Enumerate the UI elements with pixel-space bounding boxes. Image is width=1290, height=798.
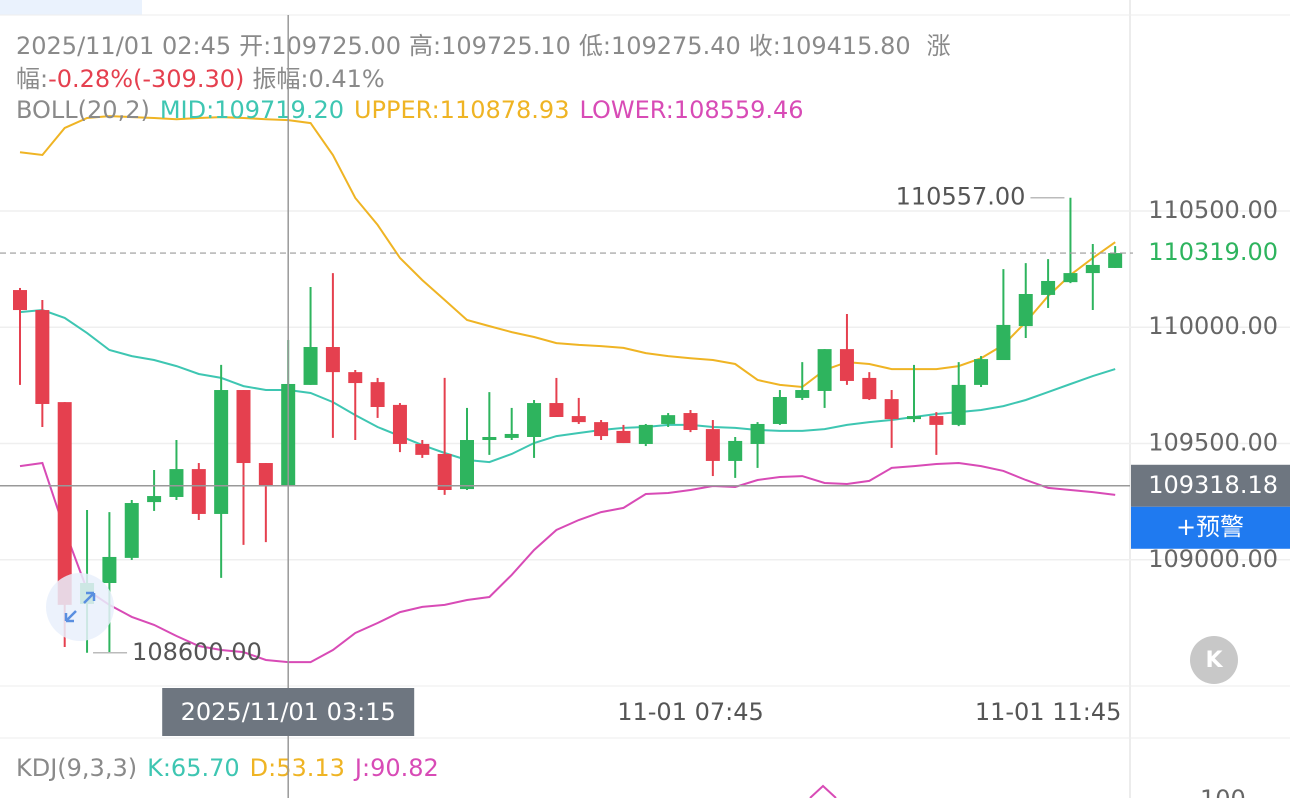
indicator-legend: BOLL(20,2) MID:109719.20 UPPER:110878.93 LO…: [16, 96, 804, 124]
candle-body: [258, 463, 273, 487]
candle-body: [884, 399, 899, 420]
crosshair-y-label: 109318.18: [1148, 471, 1278, 499]
candle-body: [147, 496, 162, 503]
x-tick-label: 11-01 11:45: [975, 698, 1122, 726]
crosshair-y-box: [1131, 464, 1290, 507]
info-time: 2025/11/01 02:45: [16, 32, 231, 60]
kdj-label: KDJ(9,3,3): [16, 754, 137, 782]
y-tick-label: 110500.00: [1148, 196, 1278, 224]
candle-body: [594, 422, 609, 437]
candle-body: [214, 390, 229, 514]
candle-body: [191, 469, 206, 514]
candle-body: [638, 424, 653, 444]
crosshair-x-box: [162, 688, 415, 736]
info-line: 2025/11/01 02:45 开:109725.00 高:109725.10 低:…: [16, 32, 951, 60]
candle-body: [236, 390, 251, 464]
candle-body: [169, 469, 184, 497]
candle-body: [370, 382, 385, 407]
y-tick-label: 110000.00: [1148, 312, 1278, 340]
candle-body: [437, 453, 452, 491]
candle-body: [728, 440, 743, 461]
candle-body: [504, 433, 519, 438]
candle-body: [772, 397, 787, 424]
candle-body: [929, 416, 944, 425]
collapse-button[interactable]: [1190, 636, 1238, 684]
candle-body: [839, 349, 854, 381]
candle-body: [325, 347, 340, 373]
candle-body: [1085, 264, 1100, 274]
plot-area: [0, 115, 1290, 664]
last-price-label: 110319.00: [1148, 238, 1278, 266]
candle-body: [862, 377, 877, 400]
candle-body: [482, 436, 497, 441]
indicator-lines: [19, 115, 1116, 664]
collapse-icon: K: [1205, 648, 1223, 673]
candle-body: [750, 423, 765, 444]
tab: [0, 0, 142, 15]
candle-body: [795, 390, 810, 398]
info-change-label: 幅:: [16, 65, 48, 93]
boll-line: [19, 115, 1116, 389]
legend-entry: LOWER:108559.46: [579, 96, 803, 124]
candle-body: [415, 443, 430, 455]
info-open: 开:109725.00: [239, 32, 401, 60]
candle-body: [1018, 294, 1033, 327]
candle-body: [1041, 280, 1056, 295]
min-mark-label: 108600.00: [132, 638, 262, 666]
alert-button[interactable]: [1131, 506, 1290, 549]
candle-body: [303, 347, 318, 385]
candle-body: [683, 413, 698, 431]
info-close: 收:109415.80: [749, 32, 911, 60]
candle-body: [460, 440, 474, 490]
candle-body: [392, 404, 407, 444]
legend-entry: MID:109719.20: [160, 96, 344, 124]
candle-body: [13, 290, 27, 311]
kdj-line: [809, 784, 837, 798]
boll-line: [19, 308, 1116, 464]
alert-button-label: +预警: [1176, 513, 1244, 541]
kdj-tick-label: 100: [1200, 785, 1246, 798]
candle-body: [705, 429, 720, 461]
candle-body: [616, 430, 631, 444]
candle-body: [35, 310, 50, 404]
candle-body: [571, 416, 586, 423]
candle-body: [57, 402, 72, 605]
kdj-k: K:65.70: [147, 754, 240, 782]
kdj-legend: KDJ(9,3,3) K:65.70 D:53.13 J:90.82: [16, 754, 439, 782]
candle-body: [348, 372, 363, 384]
indicator-label: BOLL(20,2): [16, 96, 150, 124]
candle-body: [527, 403, 542, 437]
expand-button[interactable]: [46, 573, 114, 641]
legend-entry: UPPER:110878.93: [354, 96, 569, 124]
candle-body: [974, 359, 989, 385]
candle-body: [661, 415, 676, 424]
crosshair-x-label: 2025/11/01 03:15: [181, 698, 396, 726]
candle-body: [951, 384, 966, 425]
boll-line: [19, 461, 1116, 664]
info-high: 高:109725.10: [409, 32, 571, 60]
candle-body: [124, 503, 139, 558]
x-tick-label: 11-01 07:45: [617, 698, 764, 726]
candle-body: [817, 349, 832, 391]
candle-body: [907, 416, 921, 420]
info-amplitude: 振幅:0.41%: [252, 65, 384, 93]
candle-body: [102, 556, 117, 584]
kdj-j: J:90.82: [353, 754, 439, 782]
info-change: -0.28%(-309.30): [48, 65, 244, 93]
info-change-label: 涨: [927, 32, 951, 60]
y-tick-label: 109000.00: [1148, 545, 1278, 573]
y-tick-label: 109500.00: [1148, 429, 1278, 457]
expand-icon: [64, 591, 96, 623]
max-mark-label: 110557.00: [896, 183, 1026, 211]
candle-body: [549, 403, 564, 417]
candle-body: [1063, 273, 1078, 283]
candle-body: [996, 324, 1011, 361]
info-line: 幅:-0.28%(-309.30) 振幅:0.41%: [16, 65, 385, 93]
last-price-tag: [1133, 233, 1290, 274]
candle-body: [1108, 253, 1123, 268]
info-low: 低:109275.40: [579, 32, 741, 60]
kdj-d: D:53.13: [250, 754, 345, 782]
